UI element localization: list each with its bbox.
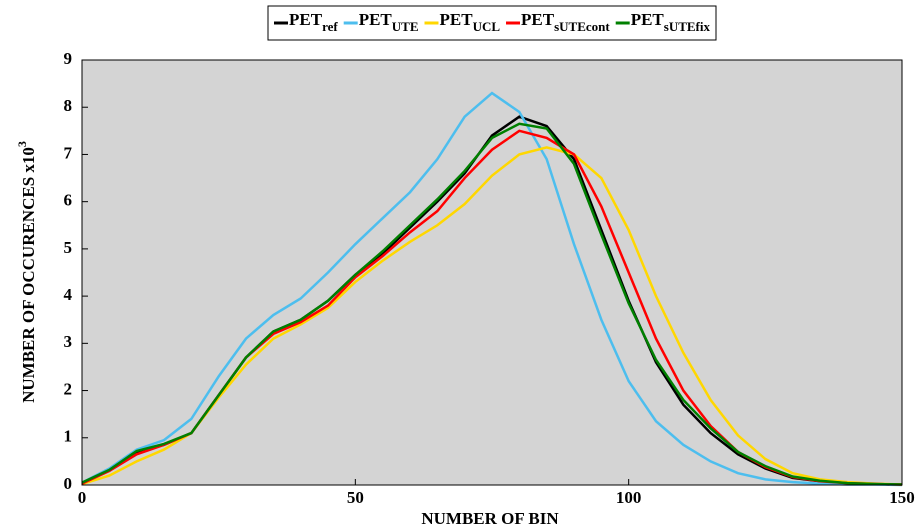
y-tick-label: 2 (64, 379, 73, 398)
legend-label: PETUTE (359, 10, 419, 34)
y-axis-label-main: NUMBER OF OCCURENCES x10 (19, 147, 38, 403)
x-tick-label: 100 (616, 488, 642, 507)
y-tick-label: 4 (64, 285, 73, 304)
legend-label-main: PET (440, 10, 474, 29)
legend-label-sub: UTE (392, 19, 419, 34)
plot-area (82, 60, 902, 485)
y-axis-label: NUMBER OF OCCURENCES x103 (15, 141, 38, 403)
legend-label-sub: ref (322, 19, 338, 34)
legend-box (267, 5, 717, 41)
legend-label-main: PET (359, 10, 393, 29)
series-line (81, 146, 903, 486)
legend: PETref PETUTE PETUCL PETsUTEcont PETsUTEfix (267, 5, 717, 41)
y-axis-label-sup: 3 (15, 141, 29, 147)
x-tick-label: 50 (347, 488, 364, 507)
y-tick-label: 3 (64, 332, 73, 351)
legend-label-sub: sUTEcont (554, 19, 610, 34)
y-tick-label: 5 (64, 238, 73, 257)
y-tick-label: 1 (64, 427, 73, 446)
legend-label: PETsUTEcont (521, 10, 610, 34)
legend-label: PETref (289, 10, 338, 34)
series-line (81, 122, 903, 486)
x-tick-label: 150 (889, 488, 915, 507)
y-tick-label: 9 (64, 49, 73, 68)
legend-label-main: PET (289, 10, 323, 29)
legend-label-sub: UCL (473, 19, 501, 34)
legend-label: PETsUTEfix (631, 10, 711, 34)
plot-frame (81, 59, 903, 486)
x-axis-label: NUMBER OF BIN (421, 509, 559, 528)
legend-label-sub: sUTEfix (664, 19, 711, 34)
y-tick-label: 0 (64, 474, 73, 493)
x-tick-label: 0 (78, 488, 87, 507)
y-tick-label: 6 (64, 191, 73, 210)
series-line (81, 91, 903, 487)
y-tick-label: 8 (64, 96, 73, 115)
y-tick-label: 7 (64, 143, 73, 162)
legend-label-main: PET (521, 10, 555, 29)
legend-label: PETUCL (440, 10, 501, 34)
legend-label-main: PET (631, 10, 665, 29)
